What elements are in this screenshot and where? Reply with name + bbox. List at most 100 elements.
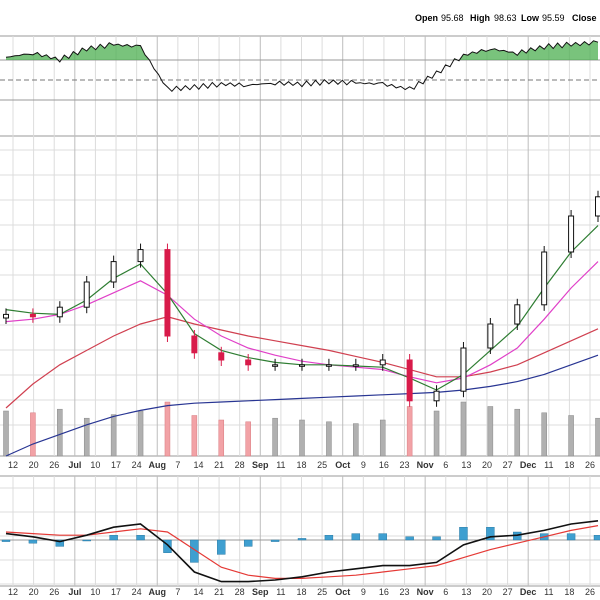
x-tick-label: 23 <box>400 460 410 470</box>
volume-bar <box>164 401 171 457</box>
macd-histogram-bar <box>28 539 38 544</box>
volume-bar <box>272 417 278 457</box>
x-tick-label: Aug <box>149 587 167 597</box>
volume-bar <box>595 417 600 457</box>
macd-line <box>5 520 599 583</box>
x-tick-label: 20 <box>29 587 39 597</box>
sma-long-line <box>5 316 599 409</box>
candle-body <box>487 323 494 349</box>
x-tick-label: 20 <box>29 460 39 470</box>
macd-histogram-bar <box>459 527 468 541</box>
macd-histogram-bar <box>378 533 387 541</box>
x-tick-label: 6 <box>443 587 448 597</box>
x-tick-label: Jul <box>68 587 81 597</box>
x-tick-label: 11 <box>276 587 285 597</box>
candle-body <box>568 215 575 253</box>
x-tick-label: 11 <box>544 460 553 470</box>
grid <box>0 35 600 587</box>
indicator-panel <box>0 40 600 101</box>
x-tick-label: 9 <box>361 460 366 470</box>
x-tick-label: 26 <box>49 460 59 470</box>
macd-histogram-bar <box>55 539 65 547</box>
macd-histogram-bar <box>324 535 334 541</box>
macd-histogram-bar <box>217 539 226 555</box>
overbought-fill <box>6 40 598 60</box>
candle-body <box>218 352 225 361</box>
high-label-text: High <box>470 13 490 23</box>
x-tick-label: 18 <box>564 460 574 470</box>
x-tick-label: 23 <box>400 587 410 597</box>
x-tick-label: 26 <box>49 587 59 597</box>
candle-body <box>137 249 144 263</box>
x-tick-label: 21 <box>214 587 224 597</box>
candle-body <box>272 364 279 367</box>
volume-bar <box>299 419 305 457</box>
candle-body <box>541 251 548 306</box>
volume-bar <box>460 401 467 457</box>
x-tick-label: 18 <box>564 587 574 597</box>
x-tick-label: Sep <box>252 587 269 597</box>
open-value-text: 95.68 <box>441 13 464 23</box>
x-tick-label: 21 <box>214 460 224 470</box>
x-tick-label: 26 <box>585 587 595 597</box>
x-tick-label: 14 <box>193 587 203 597</box>
candle-body <box>191 335 198 354</box>
volume-bar <box>245 421 251 457</box>
candle-body <box>460 347 467 392</box>
candle-body <box>514 304 521 325</box>
x-tick-label: 26 <box>585 460 595 470</box>
candle-body <box>352 364 359 367</box>
macd-histogram-bar <box>1 539 11 542</box>
x-tick-label: 13 <box>461 587 471 597</box>
macd-histogram-bar <box>593 535 600 541</box>
candle-body <box>299 364 305 367</box>
volume-bar <box>433 410 440 457</box>
volume-bar <box>137 410 144 457</box>
x-tick-label: 17 <box>111 460 121 470</box>
x-tick-label: 12 <box>8 460 18 470</box>
candle-body <box>406 359 413 402</box>
x-tick-label: 6 <box>443 460 448 470</box>
macd-signal-line <box>5 525 599 579</box>
x-tick-label: 18 <box>296 460 306 470</box>
x-tick-label: 16 <box>379 460 389 470</box>
x-tick-label: 11 <box>276 460 285 470</box>
candle-body <box>245 359 252 366</box>
volume-bar <box>487 406 494 457</box>
x-tick-label: 12 <box>8 587 18 597</box>
x-tick-label: 9 <box>361 587 366 597</box>
candle-body <box>379 359 386 366</box>
candle-body <box>325 364 332 367</box>
candle-body <box>29 313 36 318</box>
x-tick-label: Aug <box>149 460 167 470</box>
macd-histogram-bar <box>297 538 307 541</box>
x-tick-label: Dec <box>520 460 537 470</box>
candle-body <box>433 390 440 402</box>
macd-histogram-bar <box>190 539 199 563</box>
macd-histogram-bar <box>270 539 280 542</box>
volume-bars <box>3 401 600 457</box>
x-tick-label: 24 <box>132 587 142 597</box>
sma-200-line <box>5 354 599 457</box>
x-tick-label: Oct <box>335 587 350 597</box>
macd-histogram-bar <box>566 533 576 541</box>
x-tick-label: 28 <box>235 587 245 597</box>
open-label-text: Open <box>415 13 438 23</box>
volume-bar <box>57 408 63 457</box>
candle-body <box>164 249 171 337</box>
candlesticks <box>3 190 600 407</box>
volume-bar <box>406 406 413 457</box>
candle-body <box>83 281 90 308</box>
volume-bar <box>326 421 332 457</box>
close-label-text: Close <box>572 13 597 23</box>
x-tick-label: 14 <box>193 460 203 470</box>
x-tick-label: Sep <box>252 460 269 470</box>
volume-bar <box>30 412 36 457</box>
x-tick-label: 20 <box>482 460 492 470</box>
volume-bar <box>191 415 198 457</box>
x-tick-label: 28 <box>235 460 245 470</box>
macd-histogram-bar <box>432 536 441 541</box>
x-tick-label: 27 <box>503 460 513 470</box>
x-tick-label: 7 <box>175 587 180 597</box>
